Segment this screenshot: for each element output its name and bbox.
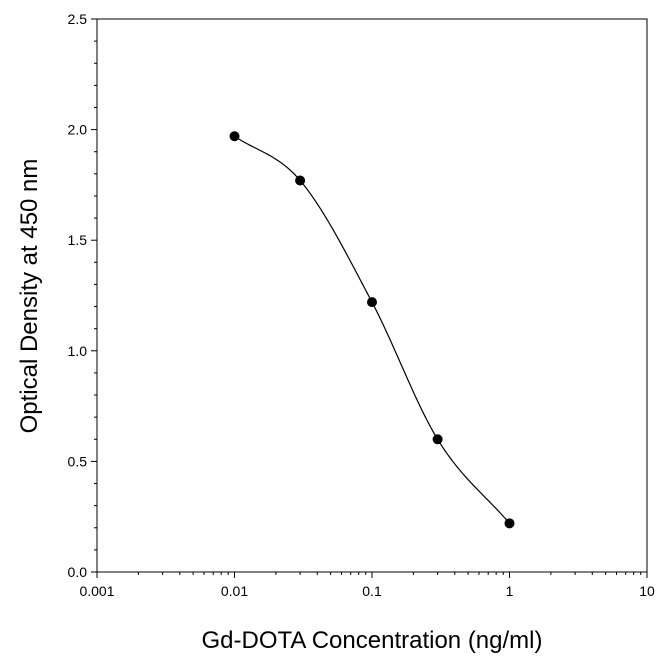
y-tick-label: 2.0 xyxy=(68,122,88,138)
y-axis-title: Optical Density at 450 nm xyxy=(16,159,43,434)
data-point xyxy=(229,131,240,142)
x-axis-ticks xyxy=(96,572,648,578)
x-axis-title: Gd-DOTA Concentration (ng/ml) xyxy=(201,627,542,654)
data-point xyxy=(295,175,306,186)
data-point xyxy=(367,297,377,308)
x-tick-label: 10 xyxy=(639,583,655,599)
y-tick-label: 0.0 xyxy=(68,564,88,580)
fit-curve xyxy=(234,135,510,524)
x-tick-label: 1 xyxy=(506,583,514,599)
data-point xyxy=(432,434,443,445)
plot-frame xyxy=(96,18,648,573)
y-tick-label: 1.5 xyxy=(68,232,88,248)
x-tick-label: 0.1 xyxy=(362,583,382,599)
x-tick-label: 0.001 xyxy=(79,583,114,599)
x-tick-label: 0.01 xyxy=(221,583,248,599)
y-tick-label: 0.5 xyxy=(68,453,88,469)
y-axis-tick-labels: 0.0 0.5 1.0 1.5 2.0 2.5 xyxy=(68,11,88,580)
y-axis-ticks xyxy=(91,18,97,573)
data-points xyxy=(229,131,515,529)
data-point xyxy=(504,518,515,529)
x-axis-tick-labels: 0.001 0.01 0.1 1 10 xyxy=(79,583,655,599)
y-tick-label: 1.0 xyxy=(68,343,88,359)
y-tick-label: 2.5 xyxy=(68,11,88,27)
